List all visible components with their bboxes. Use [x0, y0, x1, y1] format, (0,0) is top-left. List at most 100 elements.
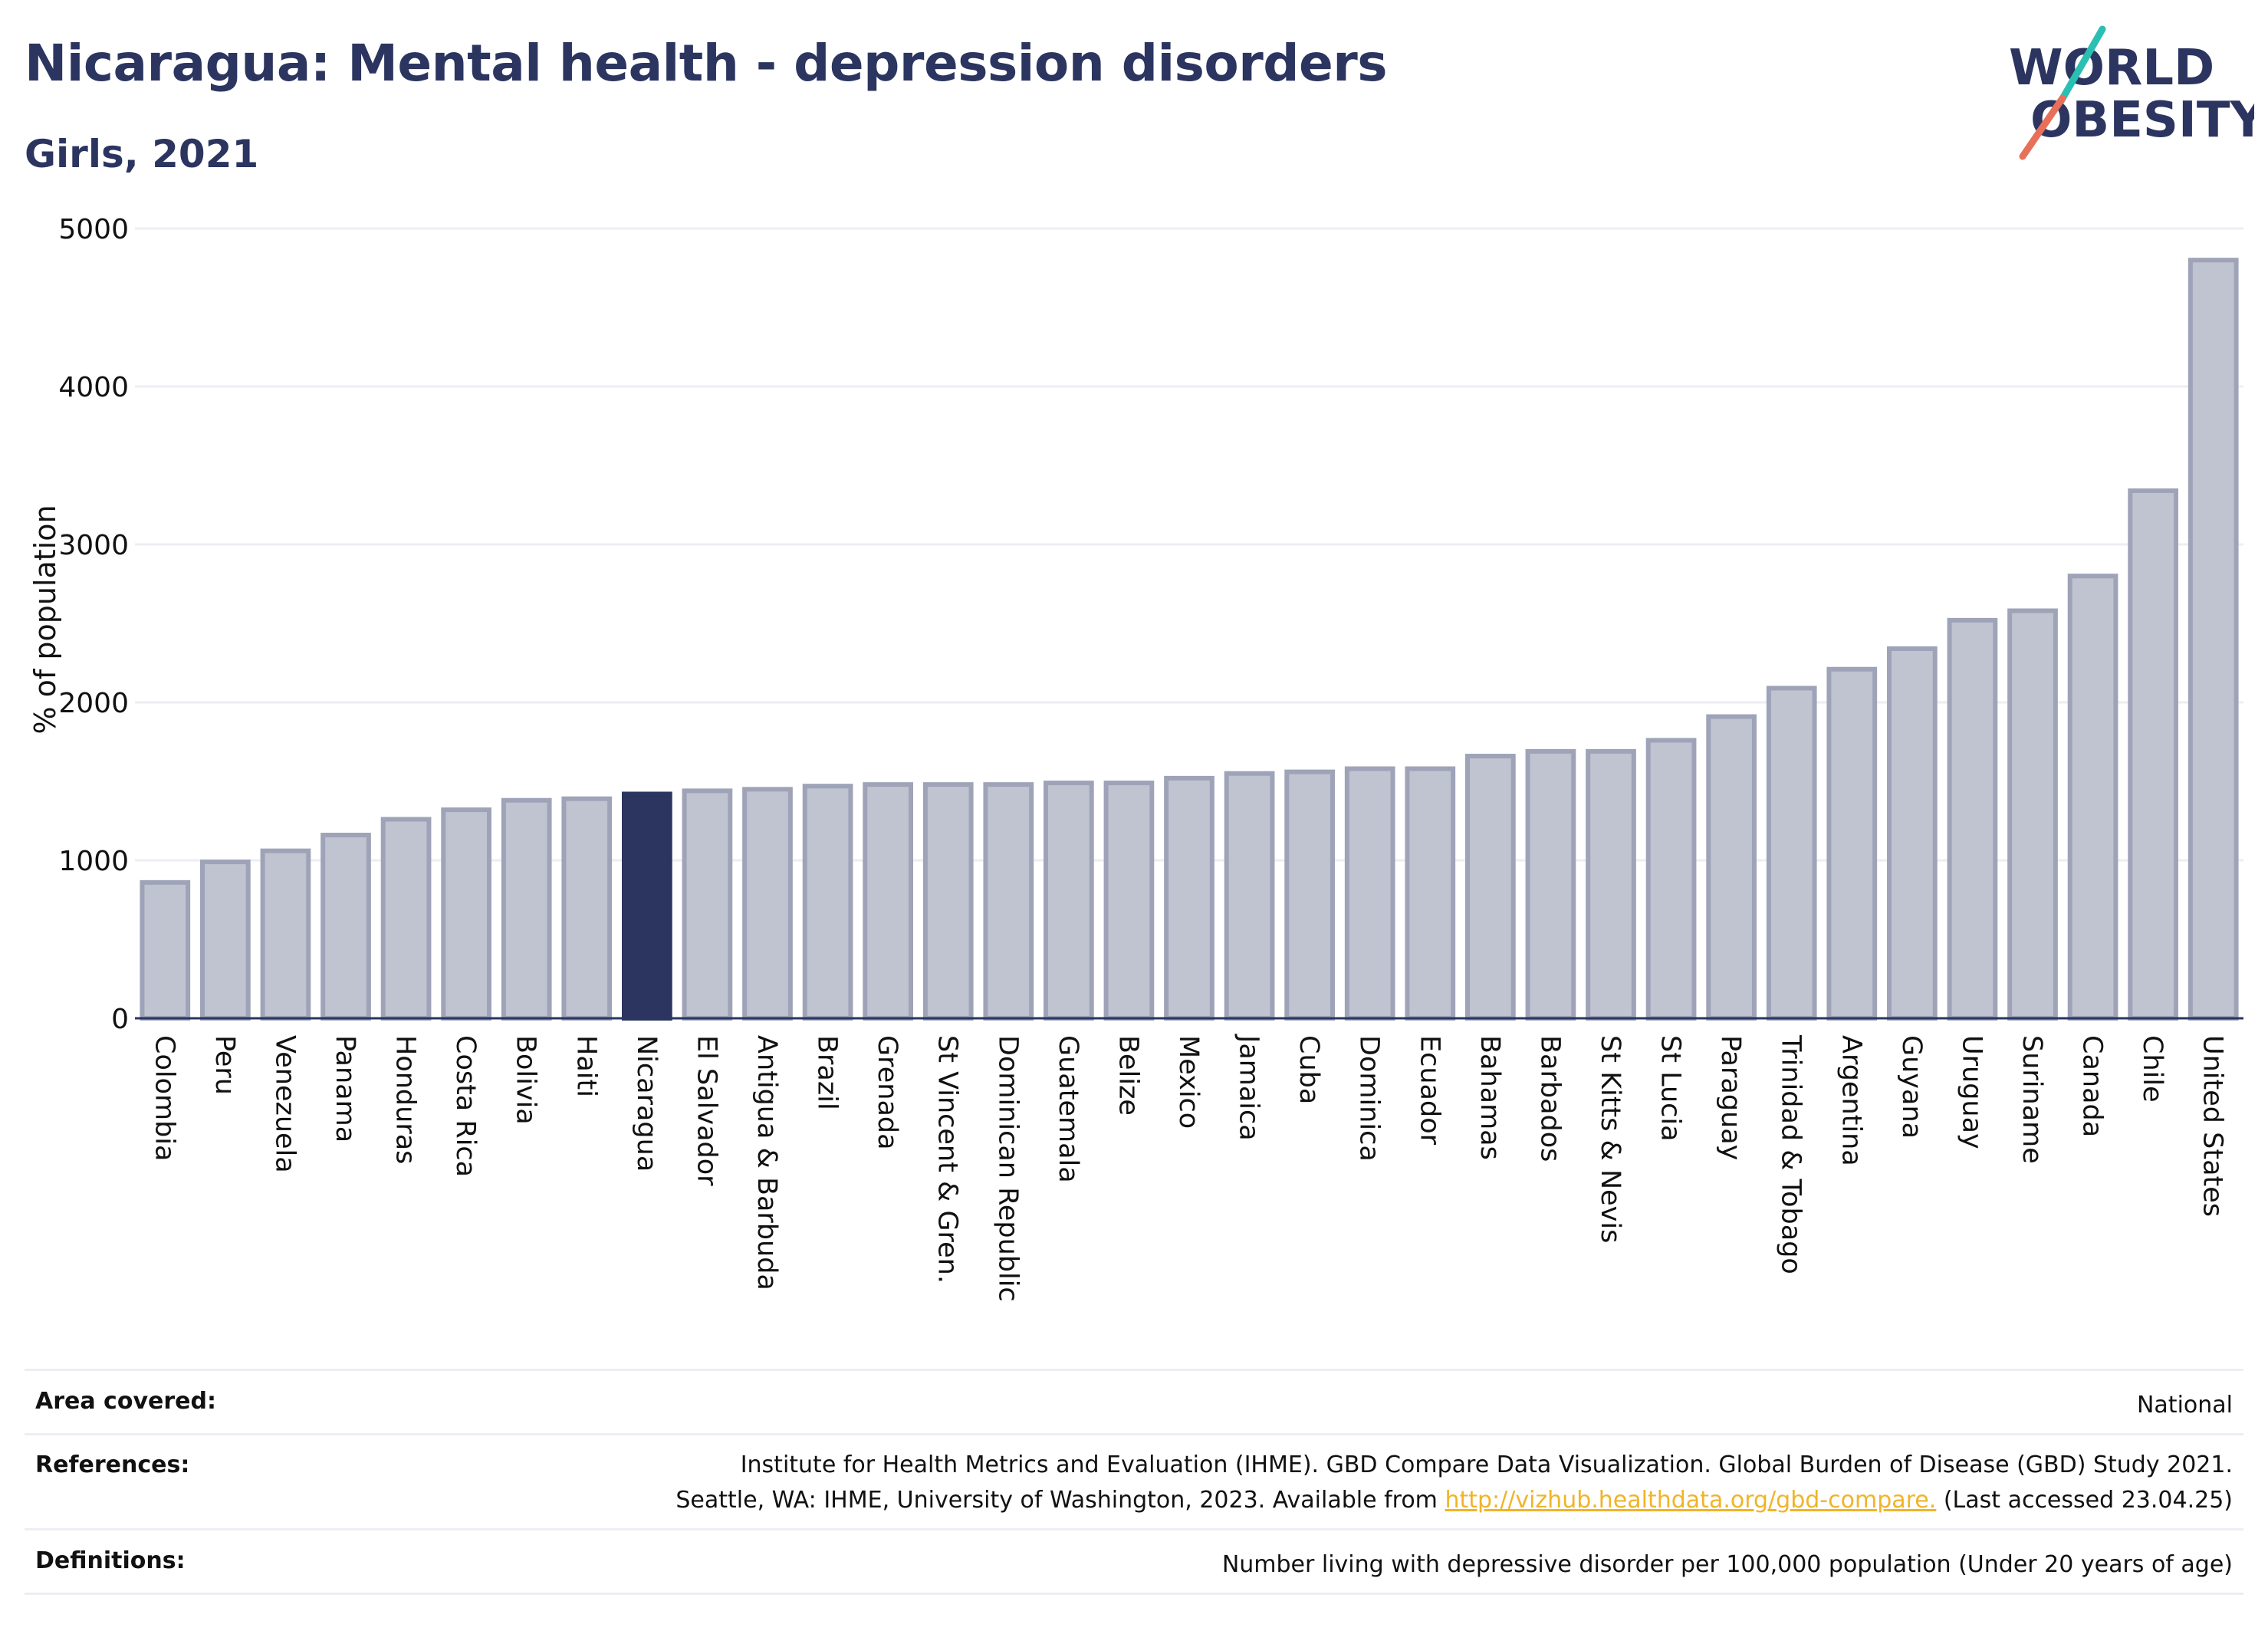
- bar-dominican-republic[interactable]: [983, 782, 1034, 1021]
- bar-st-vincent-gren-[interactable]: [922, 782, 974, 1021]
- x-tick-label-32: Canada: [2077, 1035, 2108, 1137]
- y-tick-label-5: 5000: [58, 214, 129, 245]
- references-line2-post: (Last accessed 23.04.25): [1936, 1487, 2233, 1514]
- x-tick-label-13: St Vincent & Gren.: [932, 1035, 963, 1284]
- logo-line1: WORLD: [2009, 40, 2214, 97]
- bar-layer: [140, 258, 2239, 1021]
- x-tick-label-24: St Kitts & Nevis: [1595, 1035, 1625, 1243]
- world-obesity-logo: WORLD OBESITY: [2009, 25, 2254, 160]
- y-axis-label: % of population: [28, 505, 62, 734]
- x-tick-label-16: Belize: [1113, 1035, 1143, 1116]
- bar-cuba[interactable]: [1284, 769, 1336, 1021]
- x-tick-label-31: Suriname: [2017, 1035, 2047, 1164]
- x-tick-label-30: Uruguay: [1956, 1035, 1987, 1149]
- axis-layer: 0 1000 2000 3000 4000 5000 Colombia Peru Venezue…: [58, 214, 2243, 1302]
- x-tick-label-12: Grenada: [872, 1035, 902, 1150]
- x-tick-label-1: Peru: [209, 1035, 240, 1095]
- bar-costa-rica[interactable]: [441, 807, 491, 1021]
- footer-row-area: Area covered: National: [25, 1369, 2243, 1433]
- x-tick-label-8: Nicaragua: [631, 1035, 662, 1172]
- bar-ecuador[interactable]: [1405, 766, 1456, 1021]
- x-tick-label-15: Guatemala: [1053, 1035, 1083, 1183]
- y-tick-label-2: 2000: [58, 688, 129, 719]
- bar-dominica[interactable]: [1344, 766, 1395, 1021]
- bar-bolivia[interactable]: [501, 797, 552, 1021]
- bar-st-kitts-nevis[interactable]: [1586, 748, 1636, 1021]
- bar-antigua-barbuda[interactable]: [742, 787, 793, 1021]
- y-tick-label-0: 0: [111, 1004, 129, 1035]
- bar-el-salvador[interactable]: [682, 788, 733, 1021]
- footer-bottom-rule: [25, 1593, 2243, 1595]
- bar-colombia[interactable]: [140, 879, 191, 1021]
- bar-trinidad-tobago[interactable]: [1766, 685, 1817, 1021]
- chart-subtitle: Girls, 2021: [25, 132, 259, 176]
- bar-belize[interactable]: [1103, 781, 1155, 1021]
- bar-chart: 0 1000 2000 3000 4000 5000 Colombia Peru Venezue…: [28, 214, 2243, 1302]
- x-tick-label-17: Mexico: [1173, 1035, 1204, 1129]
- x-tick-label-11: Brazil: [812, 1035, 843, 1110]
- x-tick-label-21: Ecuador: [1414, 1035, 1445, 1146]
- footer-table: Area covered: National References: Insti…: [25, 1369, 2243, 1595]
- references-link[interactable]: http://vizhub.healthdata.org/gbd-compare…: [1445, 1487, 1937, 1514]
- x-tick-label-20: Dominica: [1354, 1035, 1385, 1162]
- x-tick-label-10: Antigua & Barbuda: [751, 1035, 782, 1290]
- x-tick-label-25: St Lucia: [1655, 1035, 1686, 1142]
- x-tick-label-22: Bahamas: [1474, 1035, 1505, 1160]
- footer-row-definitions: Definitions: Number living with depressi…: [25, 1528, 2243, 1593]
- y-tick-label-3: 3000: [58, 530, 129, 561]
- bar-barbados[interactable]: [1525, 748, 1576, 1021]
- footer-row-references: References: Institute for Health Metrics…: [25, 1433, 2243, 1528]
- x-tick-label-28: Argentina: [1836, 1035, 1866, 1166]
- bar-venezuela[interactable]: [260, 848, 311, 1021]
- references-line2-pre: Seattle, WA: IHME, University of Washing…: [675, 1487, 1445, 1514]
- bar-paraguay[interactable]: [1706, 714, 1757, 1021]
- bar-brazil[interactable]: [802, 784, 853, 1021]
- x-tick-label-26: Paraguay: [1715, 1035, 1746, 1160]
- bar-st-lucia[interactable]: [1645, 738, 1697, 1021]
- x-tick-label-34: United States: [2197, 1035, 2228, 1217]
- references-line1: Institute for Health Metrics and Evaluat…: [740, 1452, 2233, 1478]
- x-tick-label-0: Colombia: [149, 1035, 179, 1161]
- x-tick-label-7: Haiti: [570, 1035, 601, 1097]
- references-label: References:: [35, 1452, 190, 1478]
- area-label: Area covered:: [35, 1388, 216, 1415]
- x-tick-label-33: Chile: [2137, 1035, 2168, 1103]
- area-value: National: [2136, 1392, 2233, 1419]
- bar-united-states[interactable]: [2187, 258, 2239, 1021]
- x-tick-label-23: Barbados: [1534, 1035, 1565, 1162]
- x-tick-label-9: El Salvador: [691, 1035, 721, 1186]
- x-tick-label-5: Costa Rica: [450, 1035, 481, 1177]
- bar-grenada[interactable]: [863, 782, 914, 1021]
- bar-jamaica[interactable]: [1224, 771, 1275, 1021]
- definitions-value: Number living with depressive disorder p…: [1221, 1551, 2233, 1578]
- x-tick-label-4: Honduras: [390, 1035, 421, 1164]
- chart-title: Nicaragua: Mental health - depression di…: [25, 34, 1388, 93]
- x-tick-label-18: Jamaica: [1234, 1034, 1264, 1141]
- logo-line2: OBESITY: [2030, 92, 2254, 149]
- logo-slash-red: [2019, 94, 2066, 160]
- bar-guyana[interactable]: [1887, 646, 1938, 1021]
- bar-uruguay[interactable]: [1947, 617, 1998, 1021]
- y-tick-label-4: 4000: [58, 372, 129, 403]
- y-tick-label-1: 1000: [58, 846, 129, 877]
- bar-nicaragua[interactable]: [622, 791, 672, 1021]
- bar-honduras[interactable]: [380, 817, 432, 1021]
- bar-mexico[interactable]: [1164, 775, 1215, 1021]
- bar-chile[interactable]: [2128, 488, 2178, 1021]
- x-tick-label-29: Guyana: [1896, 1035, 1927, 1139]
- bar-peru[interactable]: [200, 860, 251, 1021]
- x-tick-label-14: Dominican Republic: [992, 1035, 1023, 1302]
- x-tick-label-19: Cuba: [1293, 1035, 1324, 1104]
- x-tick-label-27: Trinidad & Tobago: [1776, 1034, 1806, 1274]
- bar-suriname[interactable]: [2007, 608, 2058, 1021]
- bar-panama[interactable]: [320, 833, 371, 1021]
- logo-slash-teal: [2057, 25, 2106, 105]
- bar-haiti[interactable]: [561, 796, 613, 1021]
- bar-argentina[interactable]: [1826, 666, 1878, 1021]
- x-tick-label-3: Panama: [330, 1035, 360, 1142]
- bar-canada[interactable]: [2067, 574, 2118, 1021]
- x-tick-label-2: Venezuela: [269, 1035, 300, 1173]
- bar-bahamas[interactable]: [1465, 754, 1516, 1021]
- definitions-label: Definitions:: [35, 1547, 186, 1574]
- bar-guatemala[interactable]: [1044, 781, 1094, 1021]
